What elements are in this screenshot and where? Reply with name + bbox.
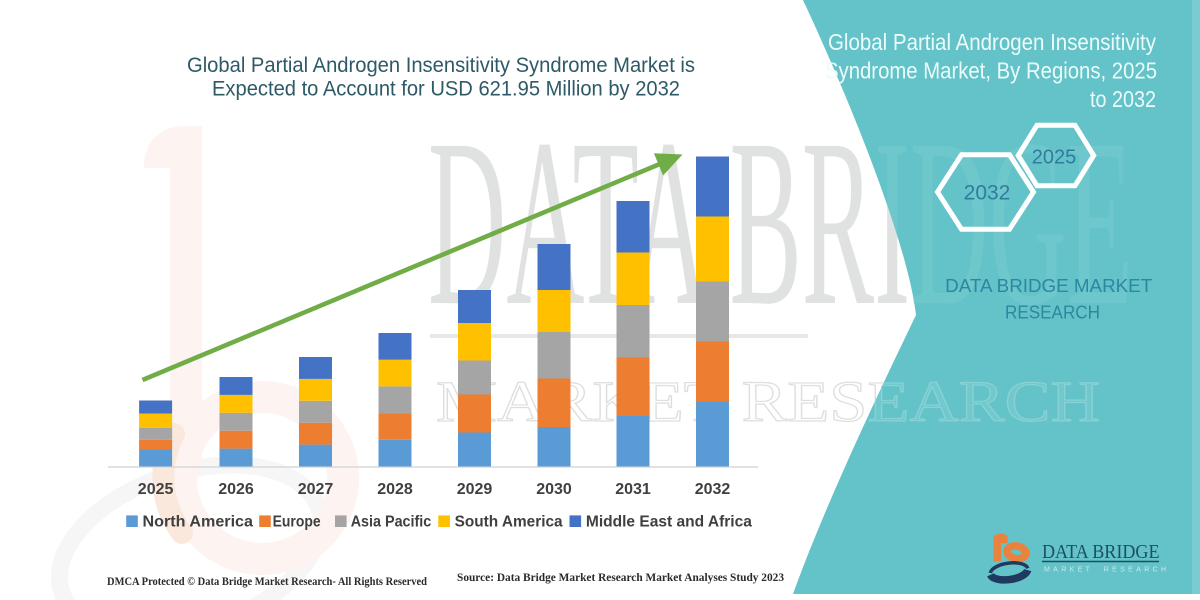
svg-text:2032: 2032 [695, 481, 731, 498]
svg-text:DATA BRIDGE: DATA BRIDGE [1042, 541, 1160, 563]
svg-text:2026: 2026 [218, 481, 254, 498]
svg-text:Global Partial Androgen Insens: Global Partial Androgen Insensitivity [828, 29, 1156, 55]
svg-text:South America: South America [455, 514, 563, 531]
svg-text:Europe: Europe [273, 514, 321, 531]
svg-text:DATA BRIDGE MARKET: DATA BRIDGE MARKET [945, 276, 1152, 296]
svg-text:Syndrome Market, By Regions, 2: Syndrome Market, By Regions, 2025 [825, 58, 1157, 84]
svg-text:2030: 2030 [536, 481, 572, 498]
svg-text:Source: Data Bridge Market Res: Source: Data Bridge Market Research Mark… [457, 570, 784, 584]
svg-text:2025: 2025 [1032, 147, 1077, 169]
svg-text:2028: 2028 [377, 481, 413, 498]
svg-text:Global Partial Androgen Insens: Global Partial Androgen Insensitivity Sy… [187, 54, 695, 77]
svg-text:2025: 2025 [138, 481, 174, 498]
svg-text:2027: 2027 [298, 481, 334, 498]
svg-text:2029: 2029 [457, 481, 493, 498]
svg-text:Middle East and Africa: Middle East and Africa [586, 514, 752, 531]
svg-text:2031: 2031 [615, 481, 651, 498]
svg-text:Asia Pacific: Asia Pacific [351, 514, 432, 531]
svg-text:RESEARCH: RESEARCH [1005, 303, 1100, 323]
svg-text:Expected to Account for USD 62: Expected to Account for USD 621.95 Milli… [212, 78, 680, 101]
svg-text:MARKET RESEARCH: MARKET RESEARCH [1044, 567, 1169, 574]
svg-text:North America: North America [143, 514, 254, 531]
svg-text:2032: 2032 [964, 182, 1011, 205]
svg-text:to 2032: to 2032 [1090, 86, 1156, 112]
svg-text:DMCA Protected © Data Bridge M: DMCA Protected © Data Bridge Market Rese… [107, 574, 427, 588]
